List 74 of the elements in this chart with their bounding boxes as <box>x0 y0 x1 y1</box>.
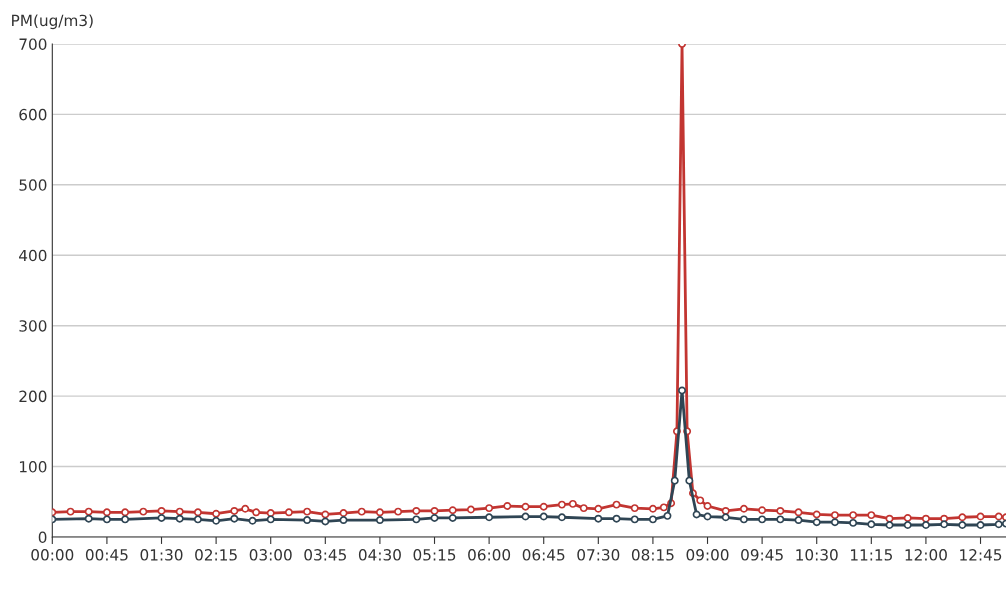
point <box>230 514 239 523</box>
x-tick-label: 10:30 <box>796 549 838 561</box>
point <box>678 386 686 395</box>
x-tick-label: 08:15 <box>631 549 674 561</box>
point <box>940 520 949 529</box>
point <box>703 512 712 521</box>
point <box>303 516 312 525</box>
x-tick-label: 12:00 <box>905 549 947 561</box>
point <box>539 512 548 521</box>
x-tick-label: 09:00 <box>686 549 729 561</box>
y-axis-title: PM(ug/m3) <box>12 14 93 30</box>
y-tick-label: 700 <box>19 38 47 50</box>
x-tick-label: 00:45 <box>85 549 128 561</box>
x-tick-label: 02:15 <box>195 549 237 561</box>
point <box>849 518 858 527</box>
x-tick-label: 12:45 <box>960 549 1002 561</box>
x-tick-label: 09:45 <box>741 549 783 561</box>
x-tick-label: 06:00 <box>468 549 511 561</box>
point <box>557 513 566 522</box>
point <box>157 514 166 522</box>
point <box>794 516 803 525</box>
x-tick-label: 05:15 <box>413 549 456 561</box>
x-tick-label: 00:00 <box>31 549 74 561</box>
point <box>339 516 348 525</box>
point <box>193 515 202 524</box>
y-tick-label: 300 <box>19 320 47 332</box>
x-tick-label: 06:45 <box>522 549 565 561</box>
point <box>84 514 93 523</box>
y-tick-label: 400 <box>19 249 47 262</box>
x-tick-label: 03:00 <box>249 549 292 561</box>
y-tick-label: 600 <box>19 108 47 121</box>
point <box>102 515 111 524</box>
point <box>830 518 839 527</box>
point <box>375 516 384 525</box>
y-tick-label: 500 <box>19 179 47 191</box>
point <box>266 515 275 524</box>
point <box>121 515 130 524</box>
point <box>248 516 257 525</box>
point <box>321 517 330 526</box>
point <box>648 515 657 524</box>
x-tick-label: 04:30 <box>358 549 401 561</box>
point <box>175 514 184 523</box>
point <box>721 513 730 522</box>
x-tick-label: 01:30 <box>140 549 183 561</box>
point <box>448 514 457 522</box>
point <box>692 510 701 519</box>
point <box>212 516 221 525</box>
y-tick-label: 0 <box>38 531 47 544</box>
point <box>758 515 767 524</box>
point <box>885 521 894 529</box>
point <box>685 476 694 485</box>
point <box>921 521 930 529</box>
point <box>612 514 621 523</box>
point <box>739 515 748 524</box>
point <box>958 521 967 529</box>
point <box>670 476 679 485</box>
point <box>521 512 530 521</box>
point <box>485 513 494 522</box>
point <box>630 515 639 524</box>
point <box>903 521 912 529</box>
point <box>430 514 439 522</box>
x-tick-label: 11:15 <box>850 549 892 561</box>
point <box>412 515 421 524</box>
y-tick-label: 100 <box>19 461 47 473</box>
x-tick-label: 07:30 <box>577 549 620 561</box>
point <box>663 511 672 520</box>
point <box>994 520 1003 529</box>
point <box>776 515 785 524</box>
point <box>867 520 876 529</box>
x-tick-label: 03:45 <box>304 549 346 561</box>
point <box>976 521 985 529</box>
y-tick-label: 200 <box>19 390 47 403</box>
point <box>594 514 603 523</box>
point <box>812 518 821 527</box>
